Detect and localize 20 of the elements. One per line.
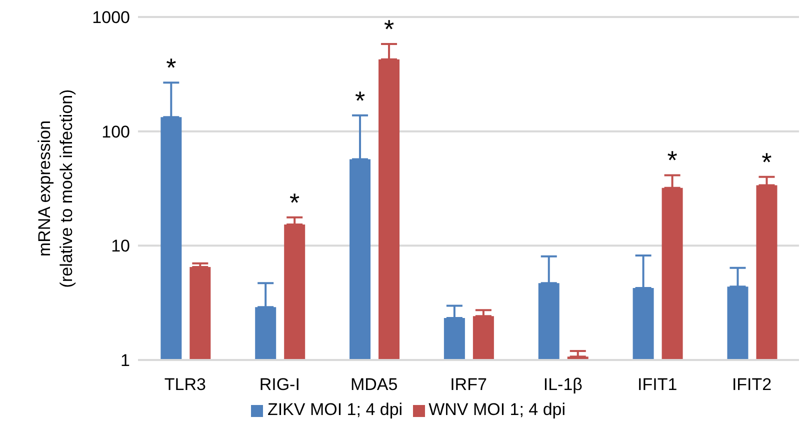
y-tick-label: 10 — [111, 236, 130, 256]
x-tick-label: IRF7 — [450, 375, 487, 394]
x-tick-label: IL-1β — [543, 375, 583, 394]
data-label: * — [354, 85, 366, 116]
y-tick-label: 100 — [102, 122, 130, 142]
data-label: * — [762, 146, 772, 177]
x-tick-label: MDA5 — [350, 375, 398, 394]
data-label: * — [384, 14, 394, 44]
legend-label: WNV MOI 1; 4 dpi — [428, 400, 566, 419]
x-tick-label: RIG-I — [259, 375, 300, 394]
y-axis-title: mRNA expression (relative to mock infection) — [35, 89, 76, 288]
x-tick-label: TLR3 — [164, 375, 206, 394]
x-tick-label: IFIT2 — [732, 375, 772, 394]
data-label: * — [667, 145, 678, 176]
x-tick-label: IFIT1 — [638, 375, 678, 394]
legend-label: ZIKV MOI 1; 4 dpi — [267, 400, 403, 419]
data-label: * — [290, 187, 300, 218]
data-label: * — [166, 52, 176, 83]
y-tick-label: 1000 — [92, 8, 130, 28]
y-tick-label: 1 — [120, 351, 130, 370]
